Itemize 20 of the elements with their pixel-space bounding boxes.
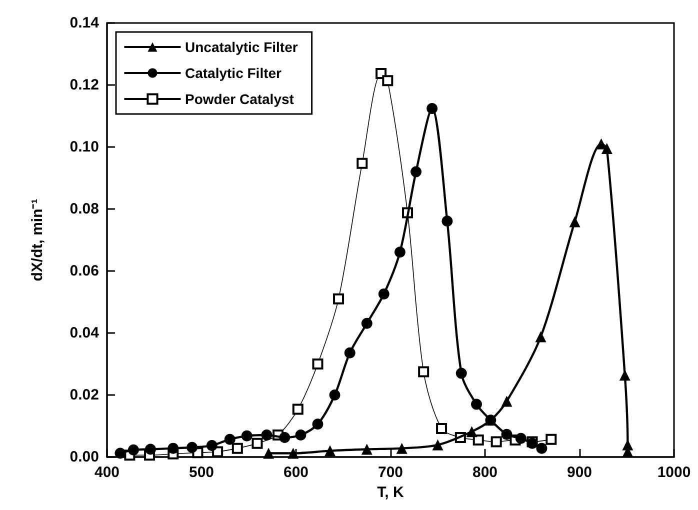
y-tick-label: 0.12 (70, 76, 99, 94)
x-tick-label: 600 (283, 464, 309, 481)
y-axis-title: dX/dt, min⁻¹ (29, 198, 46, 282)
y-tick-label: 0.04 (70, 324, 100, 342)
x-tick-label: 500 (188, 464, 214, 481)
y-tick-label: 0.10 (70, 138, 99, 156)
x-tick-label: 400 (94, 464, 120, 481)
x-axis-title: T, K (377, 484, 404, 501)
legend-label: Catalytic Filter (185, 65, 282, 81)
legend-label: Uncatalytic Filter (185, 39, 298, 55)
y-tick-label: 0.08 (70, 200, 99, 218)
x-tick-label: 700 (378, 464, 404, 481)
x-tick-label: 800 (472, 464, 498, 481)
y-tick-label: 0.14 (70, 14, 100, 32)
y-tick-label: 0.02 (70, 386, 99, 404)
x-tick-label: 1000 (657, 464, 691, 481)
y-tick-label: 0.06 (70, 262, 99, 280)
x-tick-label: 900 (566, 464, 592, 481)
y-tick-label: 0.00 (70, 448, 99, 466)
legend-label: Powder Catalyst (185, 91, 294, 107)
